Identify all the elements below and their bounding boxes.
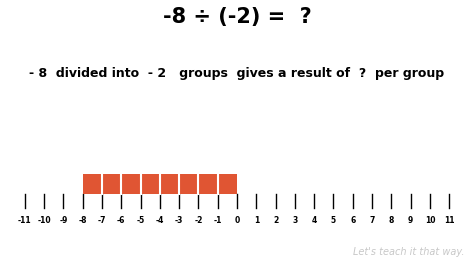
Text: -1: -1 (213, 216, 222, 225)
Text: -8 ÷ (-2) =  ?: -8 ÷ (-2) = ? (163, 7, 311, 27)
Text: -9: -9 (59, 216, 67, 225)
Text: 2: 2 (273, 216, 278, 225)
Text: -11: -11 (18, 216, 32, 225)
Bar (82, 174, 237, 194)
Text: 4: 4 (311, 216, 317, 225)
Text: -8: -8 (78, 216, 87, 225)
Text: -2: -2 (194, 216, 202, 225)
Text: - 8  divided into  - 2   groups  gives a result of  ?  per group: - 8 divided into - 2 groups gives a resu… (29, 67, 445, 80)
Text: -10: -10 (37, 216, 51, 225)
Text: Let's teach it that way.: Let's teach it that way. (353, 247, 465, 257)
Text: 5: 5 (331, 216, 336, 225)
Text: 6: 6 (350, 216, 356, 225)
Text: 9: 9 (408, 216, 413, 225)
Text: -7: -7 (98, 216, 106, 225)
Text: 11: 11 (444, 216, 455, 225)
Text: -4: -4 (155, 216, 164, 225)
Text: M▲TH is ▽ISU▲L.COM: M▲TH is ▽ISU▲L.COM (9, 247, 126, 257)
Text: 7: 7 (369, 216, 375, 225)
Text: 8: 8 (389, 216, 394, 225)
Text: -6: -6 (117, 216, 126, 225)
Text: -3: -3 (175, 216, 183, 225)
Text: 3: 3 (292, 216, 298, 225)
Text: 1: 1 (254, 216, 259, 225)
Text: -5: -5 (137, 216, 145, 225)
Text: 0: 0 (234, 216, 240, 225)
Text: 10: 10 (425, 216, 435, 225)
